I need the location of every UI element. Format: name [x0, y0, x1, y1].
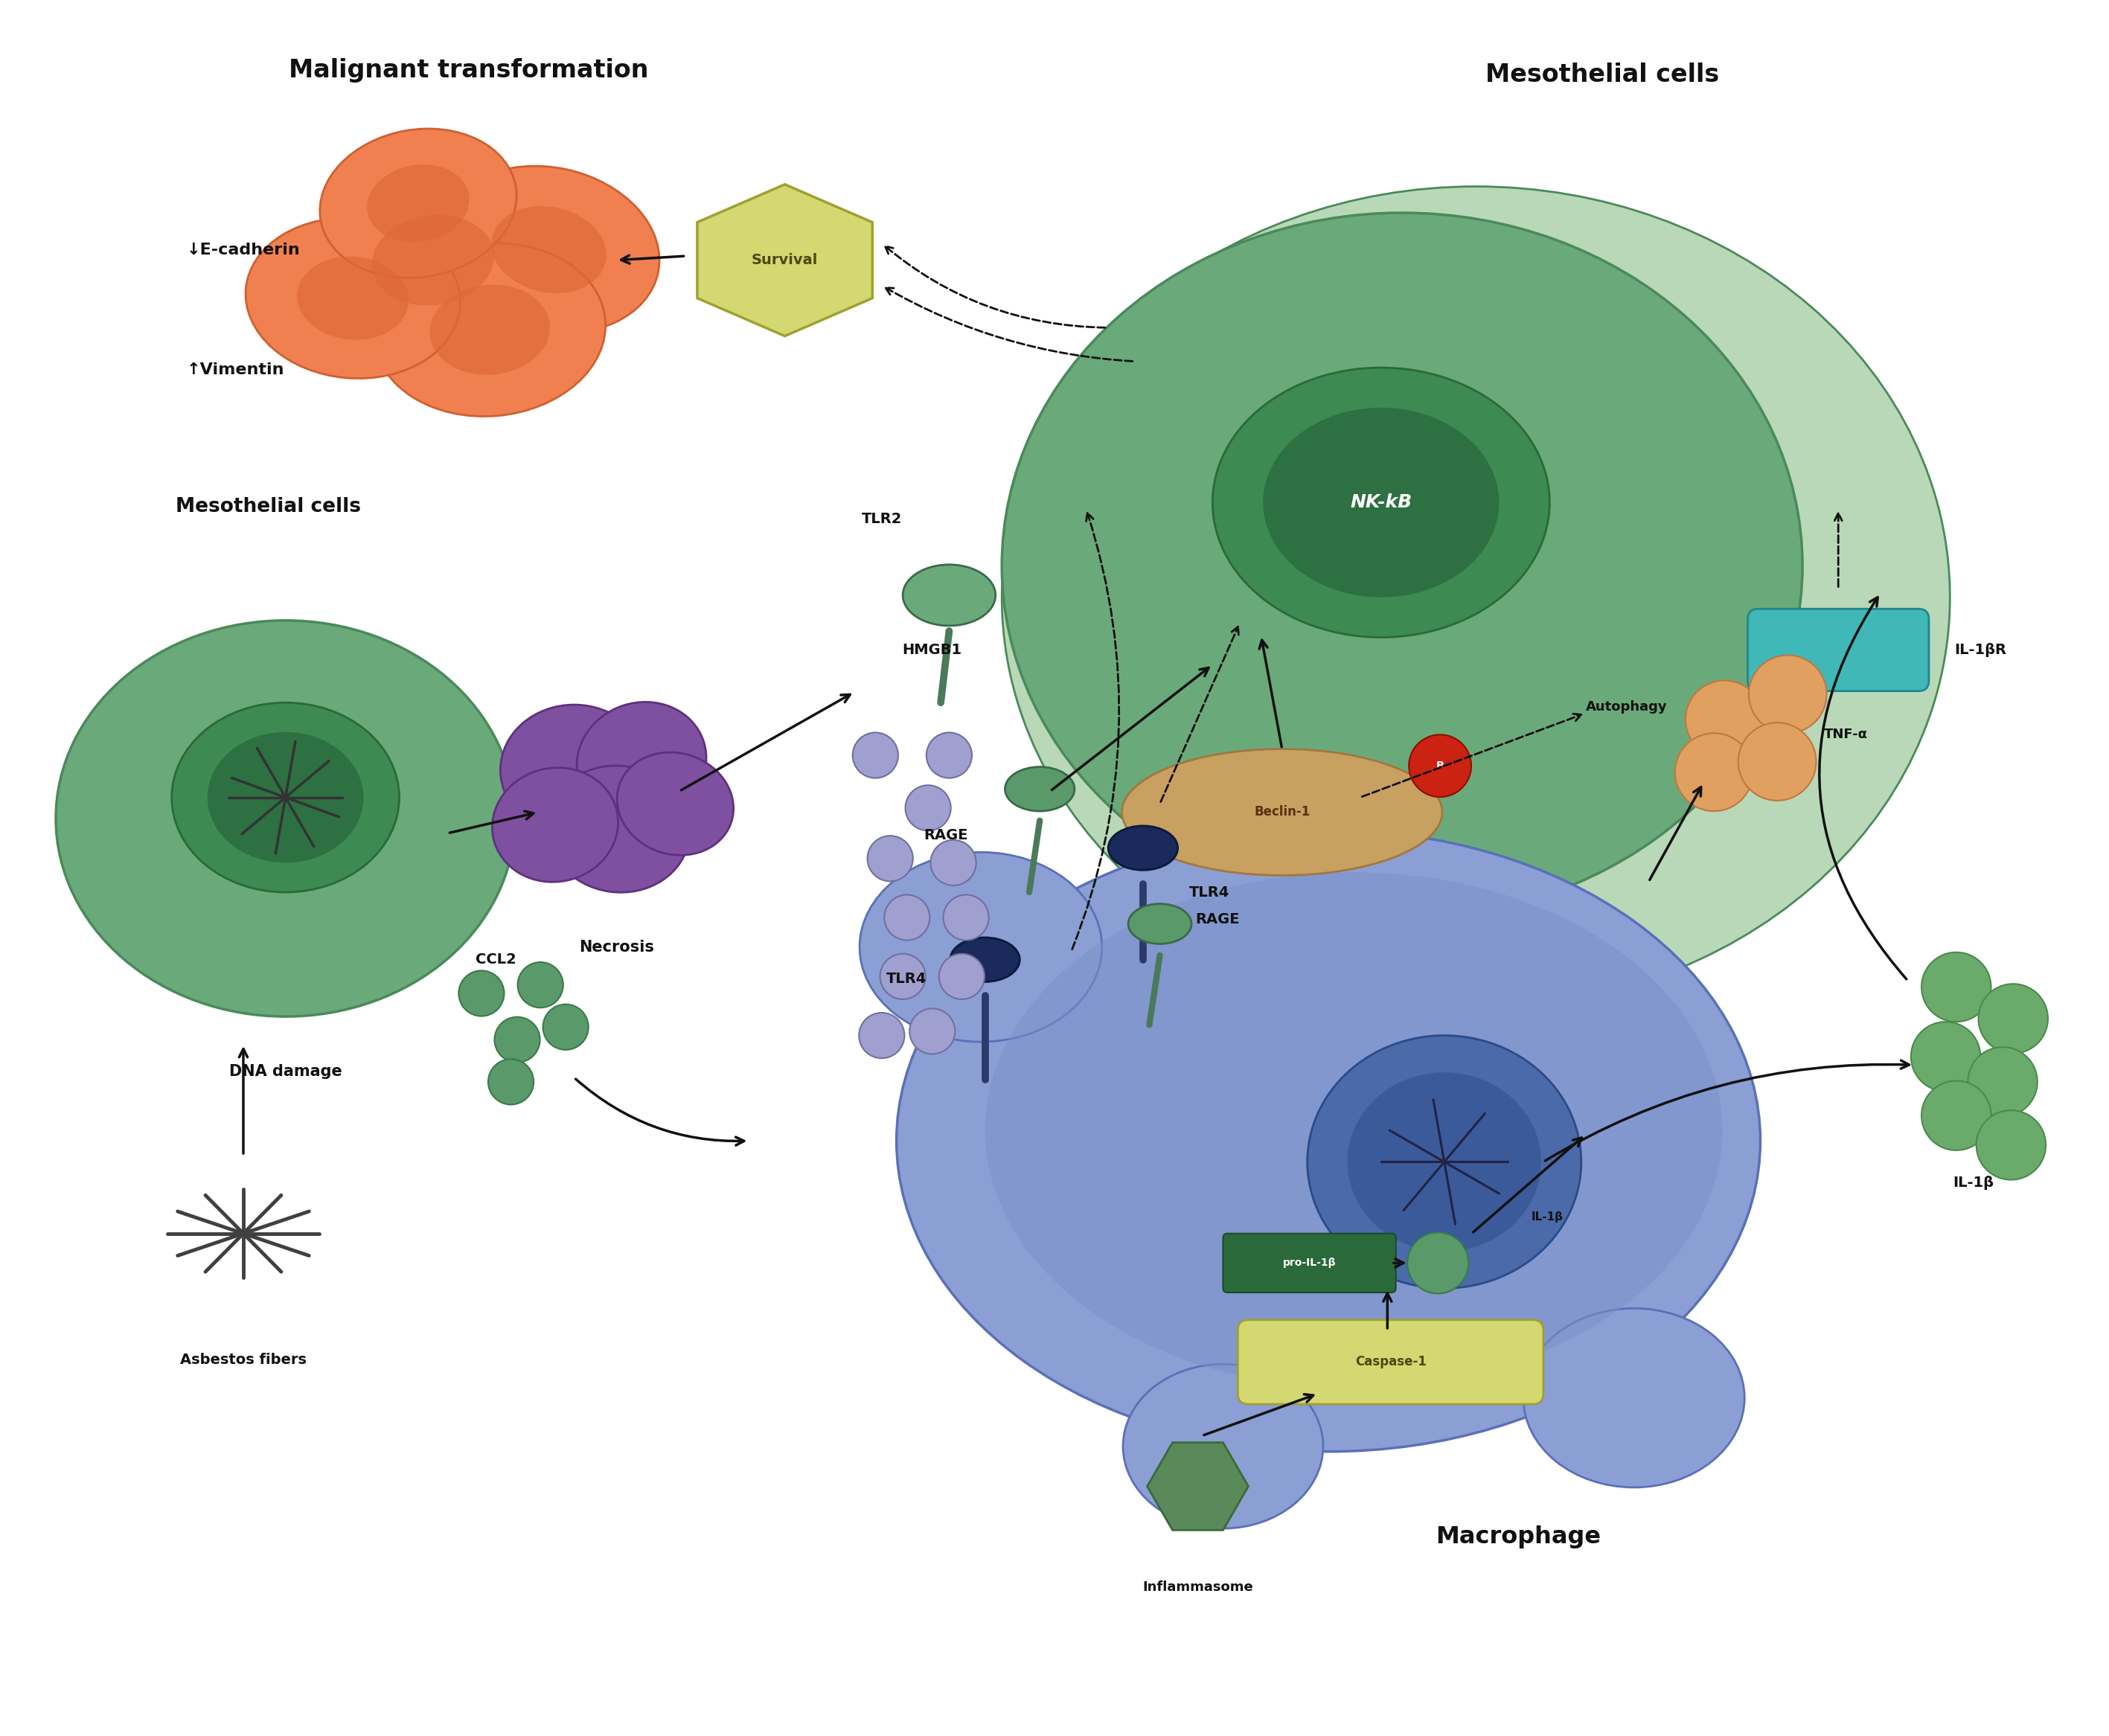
Ellipse shape: [1002, 214, 1803, 918]
Ellipse shape: [367, 165, 470, 241]
Ellipse shape: [985, 871, 1723, 1389]
Ellipse shape: [245, 217, 460, 378]
Circle shape: [926, 733, 972, 778]
Text: Autophagy: Autophagy: [1586, 700, 1666, 713]
Text: Mesothelial cells: Mesothelial cells: [1485, 62, 1719, 87]
Circle shape: [858, 1012, 905, 1059]
Ellipse shape: [896, 830, 1761, 1451]
Circle shape: [867, 835, 913, 882]
Circle shape: [1921, 1082, 1991, 1151]
Ellipse shape: [1107, 826, 1177, 870]
Circle shape: [1409, 734, 1472, 797]
Ellipse shape: [371, 215, 494, 306]
Ellipse shape: [491, 207, 605, 293]
Ellipse shape: [951, 937, 1021, 983]
Circle shape: [1748, 654, 1826, 733]
Ellipse shape: [439, 167, 660, 333]
Circle shape: [1968, 1047, 2037, 1116]
Circle shape: [1921, 953, 1991, 1023]
Text: NK-kB: NK-kB: [1350, 493, 1413, 512]
Circle shape: [852, 733, 898, 778]
Circle shape: [1685, 681, 1763, 759]
Ellipse shape: [1263, 408, 1499, 597]
Text: IL-1β: IL-1β: [1953, 1175, 1993, 1189]
Circle shape: [939, 953, 985, 1000]
Ellipse shape: [1128, 904, 1192, 944]
Circle shape: [458, 970, 504, 1016]
Ellipse shape: [1002, 186, 1951, 1009]
Text: Inflammasome: Inflammasome: [1143, 1581, 1253, 1594]
Text: ↑Vimentin: ↑Vimentin: [186, 363, 285, 377]
Circle shape: [1738, 722, 1816, 800]
Circle shape: [909, 1009, 955, 1054]
Circle shape: [930, 840, 976, 885]
Ellipse shape: [373, 243, 605, 417]
Ellipse shape: [108, 668, 462, 969]
Text: RAGE: RAGE: [1196, 913, 1240, 927]
Text: IL-1βR: IL-1βR: [1955, 642, 2006, 656]
Text: Macrophage: Macrophage: [1436, 1526, 1601, 1549]
Text: Beclin-1: Beclin-1: [1255, 806, 1310, 819]
FancyBboxPatch shape: [1238, 1319, 1544, 1404]
Ellipse shape: [1006, 767, 1073, 811]
Circle shape: [905, 785, 951, 832]
Ellipse shape: [297, 257, 409, 340]
Ellipse shape: [500, 705, 647, 835]
Text: CCL2: CCL2: [477, 953, 517, 967]
Circle shape: [943, 894, 989, 941]
Circle shape: [1675, 733, 1753, 811]
FancyBboxPatch shape: [1223, 1234, 1396, 1293]
Text: IL-1β: IL-1β: [1531, 1212, 1563, 1222]
Ellipse shape: [430, 285, 550, 375]
Ellipse shape: [1308, 1035, 1582, 1288]
Text: TLR4: TLR4: [1189, 885, 1230, 899]
Circle shape: [1976, 1111, 2046, 1180]
Ellipse shape: [1122, 1364, 1322, 1528]
Text: Necrosis: Necrosis: [578, 939, 654, 955]
Circle shape: [542, 1005, 588, 1050]
Ellipse shape: [316, 174, 550, 347]
Ellipse shape: [618, 752, 734, 856]
Circle shape: [517, 962, 563, 1007]
Text: Asbestos fibers: Asbestos fibers: [179, 1352, 306, 1366]
Circle shape: [1911, 1023, 1980, 1092]
Text: pro-IL-1β: pro-IL-1β: [1282, 1259, 1335, 1269]
Polygon shape: [698, 184, 873, 337]
Ellipse shape: [546, 766, 690, 892]
Circle shape: [1407, 1233, 1468, 1293]
Ellipse shape: [491, 767, 618, 882]
Text: TNF-α: TNF-α: [1824, 727, 1866, 741]
Text: Mesothelial cells: Mesothelial cells: [175, 496, 361, 516]
Text: HMGB1: HMGB1: [903, 642, 962, 656]
Circle shape: [1978, 984, 2048, 1054]
Circle shape: [884, 894, 930, 941]
Ellipse shape: [1348, 1073, 1542, 1252]
Text: TLR4: TLR4: [886, 972, 926, 986]
Ellipse shape: [1523, 1309, 1744, 1488]
Text: Malignant transformation: Malignant transformation: [289, 59, 650, 83]
Ellipse shape: [1213, 368, 1550, 637]
Ellipse shape: [1122, 748, 1443, 875]
Ellipse shape: [860, 852, 1101, 1042]
Text: DNA damage: DNA damage: [230, 1064, 342, 1078]
Polygon shape: [1147, 1443, 1249, 1529]
Ellipse shape: [171, 703, 399, 892]
FancyBboxPatch shape: [1748, 609, 1930, 691]
Text: Survival: Survival: [751, 253, 818, 267]
Ellipse shape: [207, 733, 363, 863]
Text: ↓E-cadherin: ↓E-cadherin: [186, 243, 299, 257]
Ellipse shape: [903, 564, 995, 625]
Circle shape: [879, 953, 926, 1000]
Ellipse shape: [576, 701, 707, 821]
Ellipse shape: [55, 620, 515, 1017]
Ellipse shape: [1076, 281, 1729, 851]
Text: TLR2: TLR2: [860, 512, 903, 526]
Text: Caspase-1: Caspase-1: [1354, 1356, 1426, 1368]
Ellipse shape: [321, 128, 517, 278]
Text: P: P: [1436, 760, 1445, 771]
Circle shape: [494, 1017, 540, 1062]
Circle shape: [487, 1059, 534, 1104]
Text: RAGE: RAGE: [924, 828, 968, 842]
